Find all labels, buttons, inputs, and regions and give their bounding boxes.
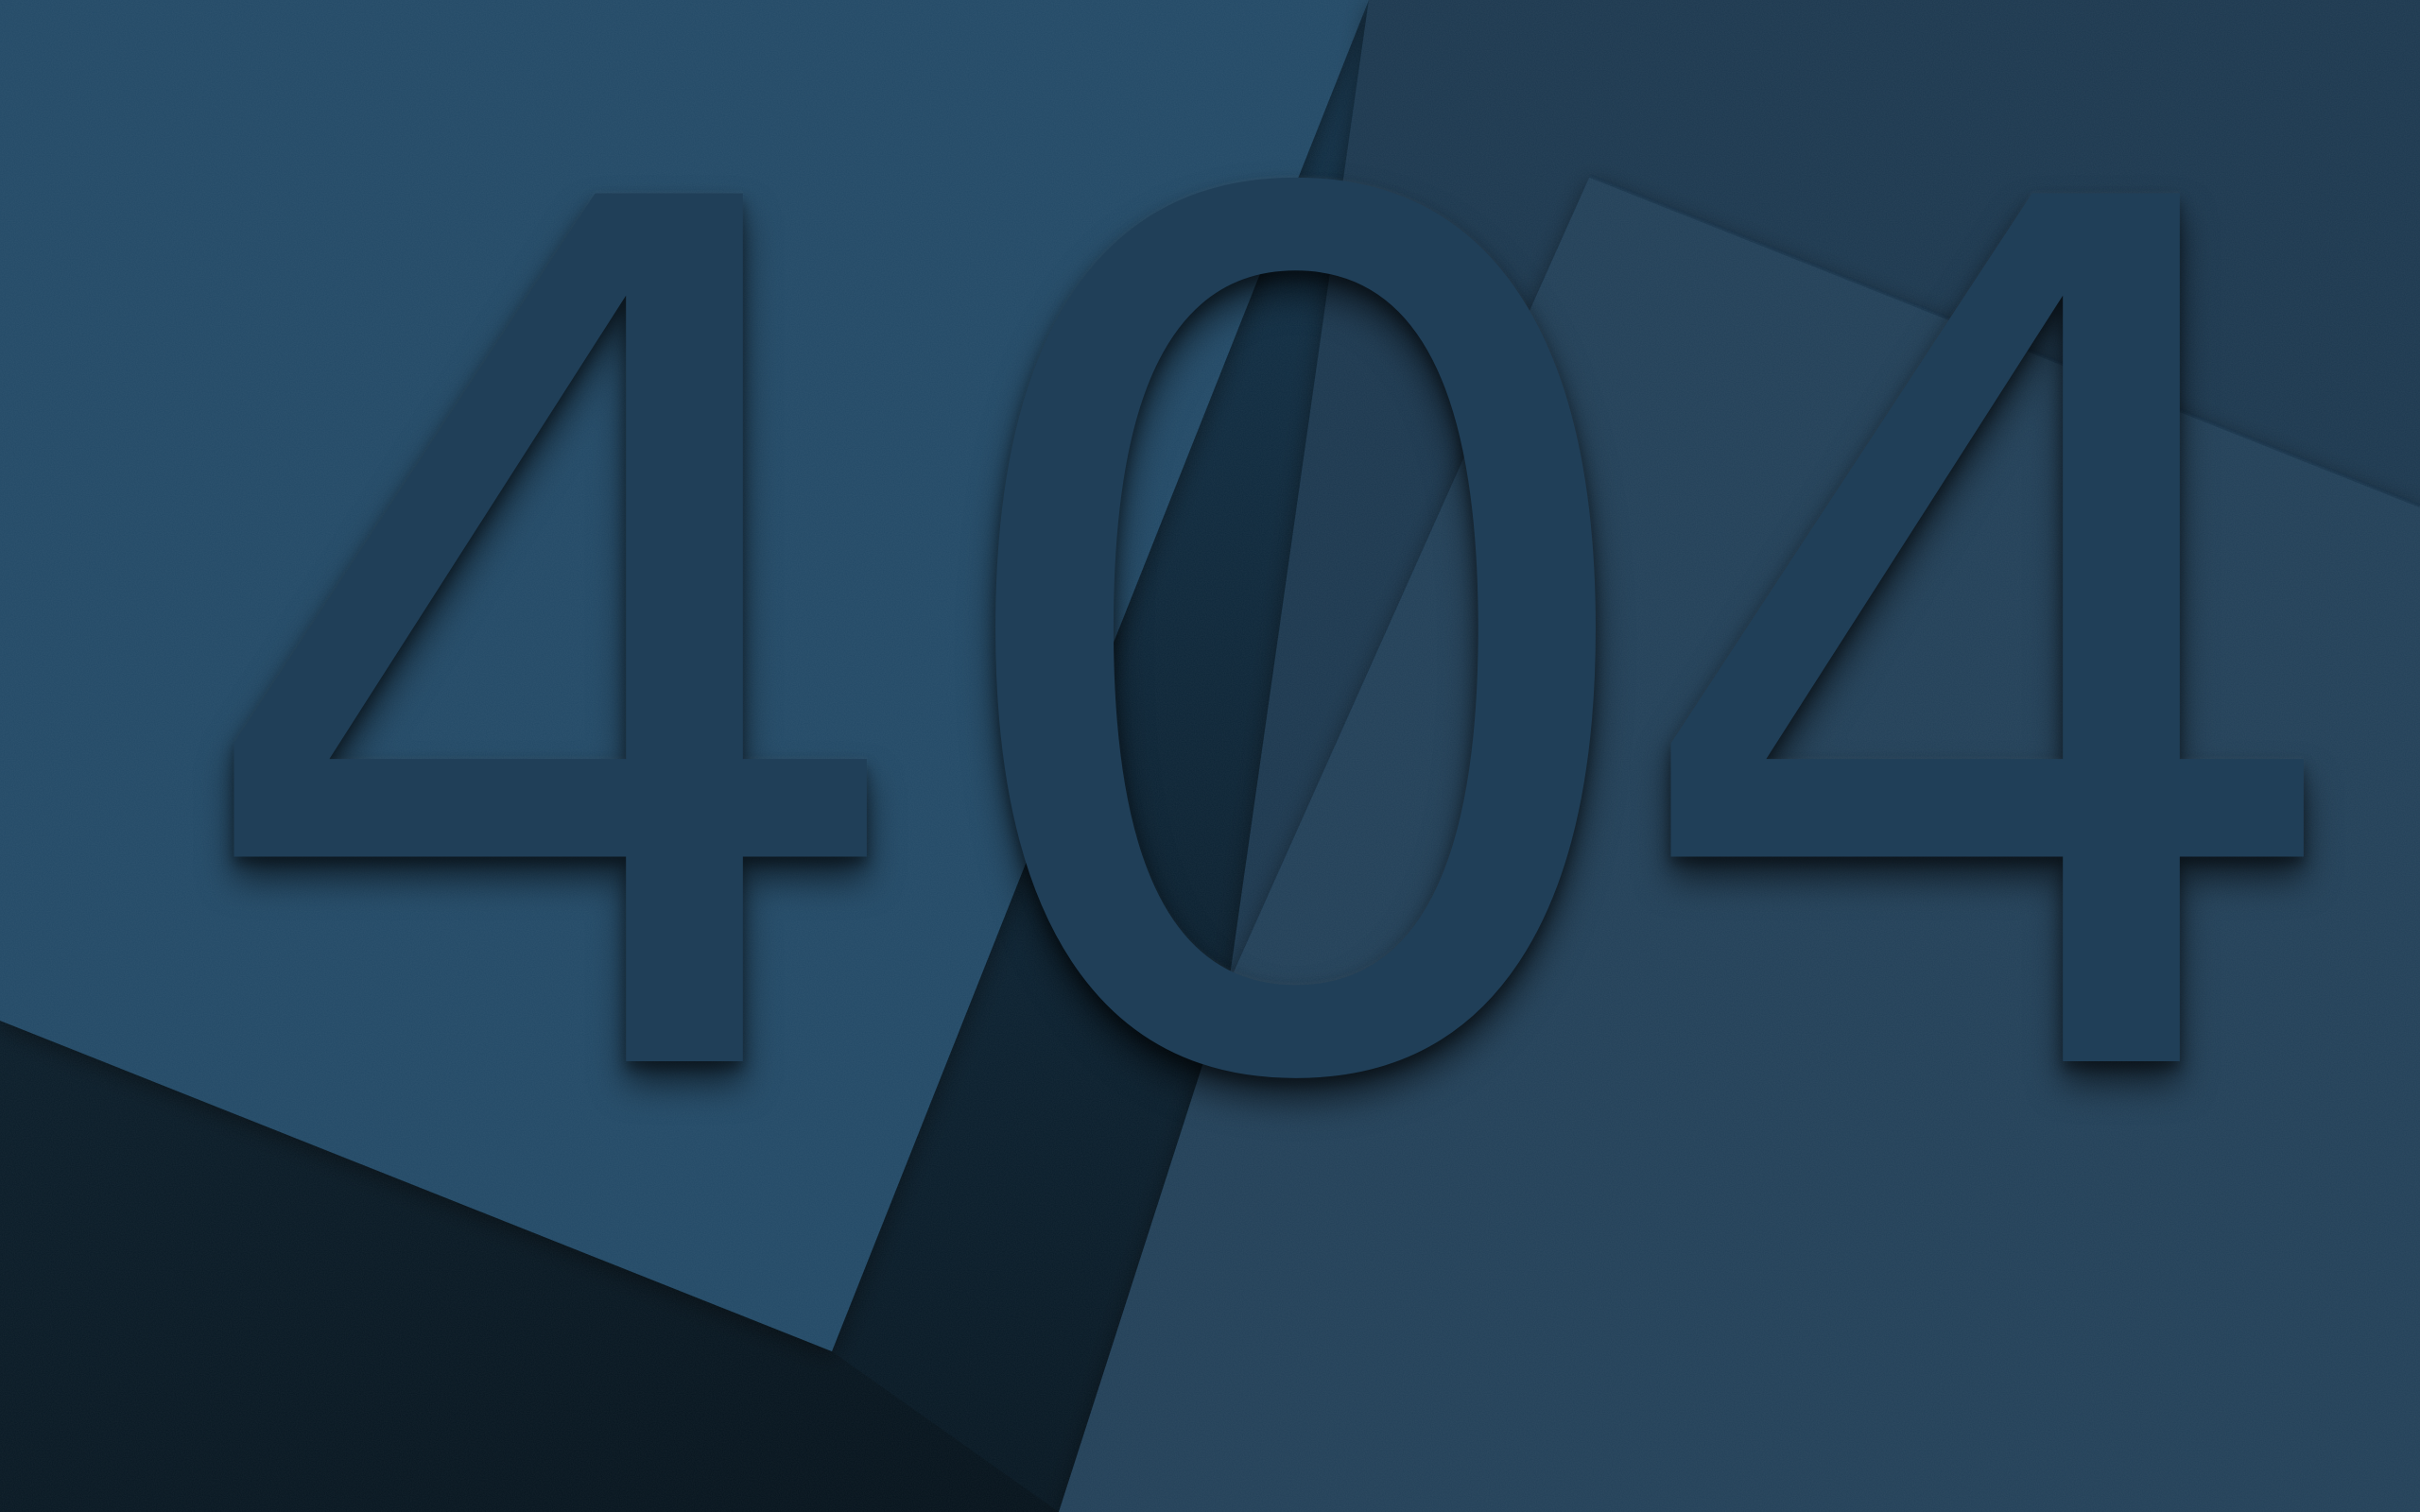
error-code-digit-1: 4 [176,0,934,1343]
error-code-digit-2: 0 [917,0,1675,1343]
error-code-digit-3: 4 [1613,0,2371,1343]
